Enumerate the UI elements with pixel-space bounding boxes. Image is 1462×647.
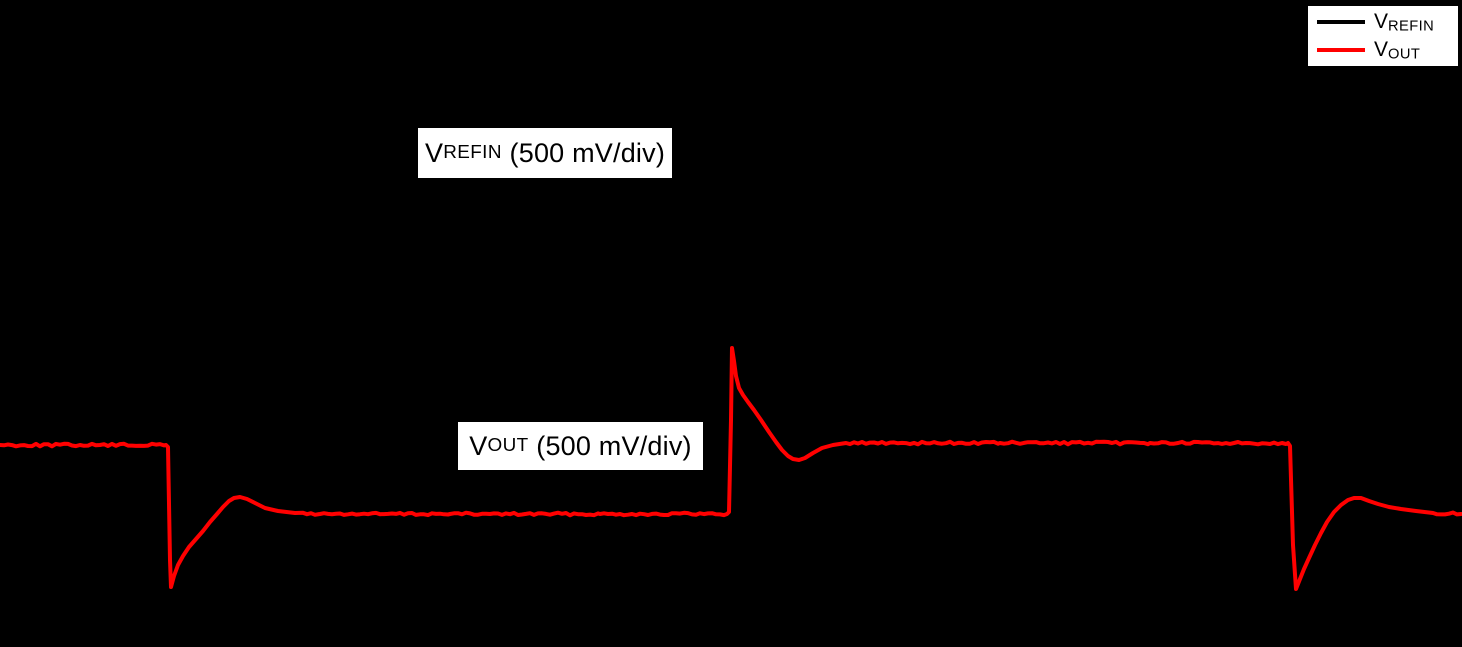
vrefin-scale-label: V REFIN (500 mV/div) — [418, 128, 672, 178]
vrefin-label-suffix: (500 mV/div) — [501, 137, 666, 168]
legend-label-vout: VOUT — [1374, 37, 1421, 63]
vout-label-main: V — [469, 430, 488, 461]
vout-trace — [0, 346, 1462, 591]
vrefin-label-sub: REFIN — [443, 142, 502, 163]
legend: VREFIN VOUT — [1306, 4, 1460, 68]
legend-entry-vrefin: VREFIN — [1317, 10, 1458, 34]
vout-label-sub: OUT — [487, 435, 529, 456]
vrefin-label-main: V — [424, 137, 444, 168]
vout-line-swatch — [1317, 48, 1365, 52]
vout-scale-label: V OUT (500 mV/div) — [458, 422, 703, 470]
legend-entry-vout: VOUT — [1317, 38, 1458, 62]
legend-label-vrefin: VREFIN — [1374, 9, 1435, 35]
vout-label-suffix: (500 mV/div) — [528, 430, 692, 461]
vrefin-line-swatch — [1317, 20, 1365, 24]
